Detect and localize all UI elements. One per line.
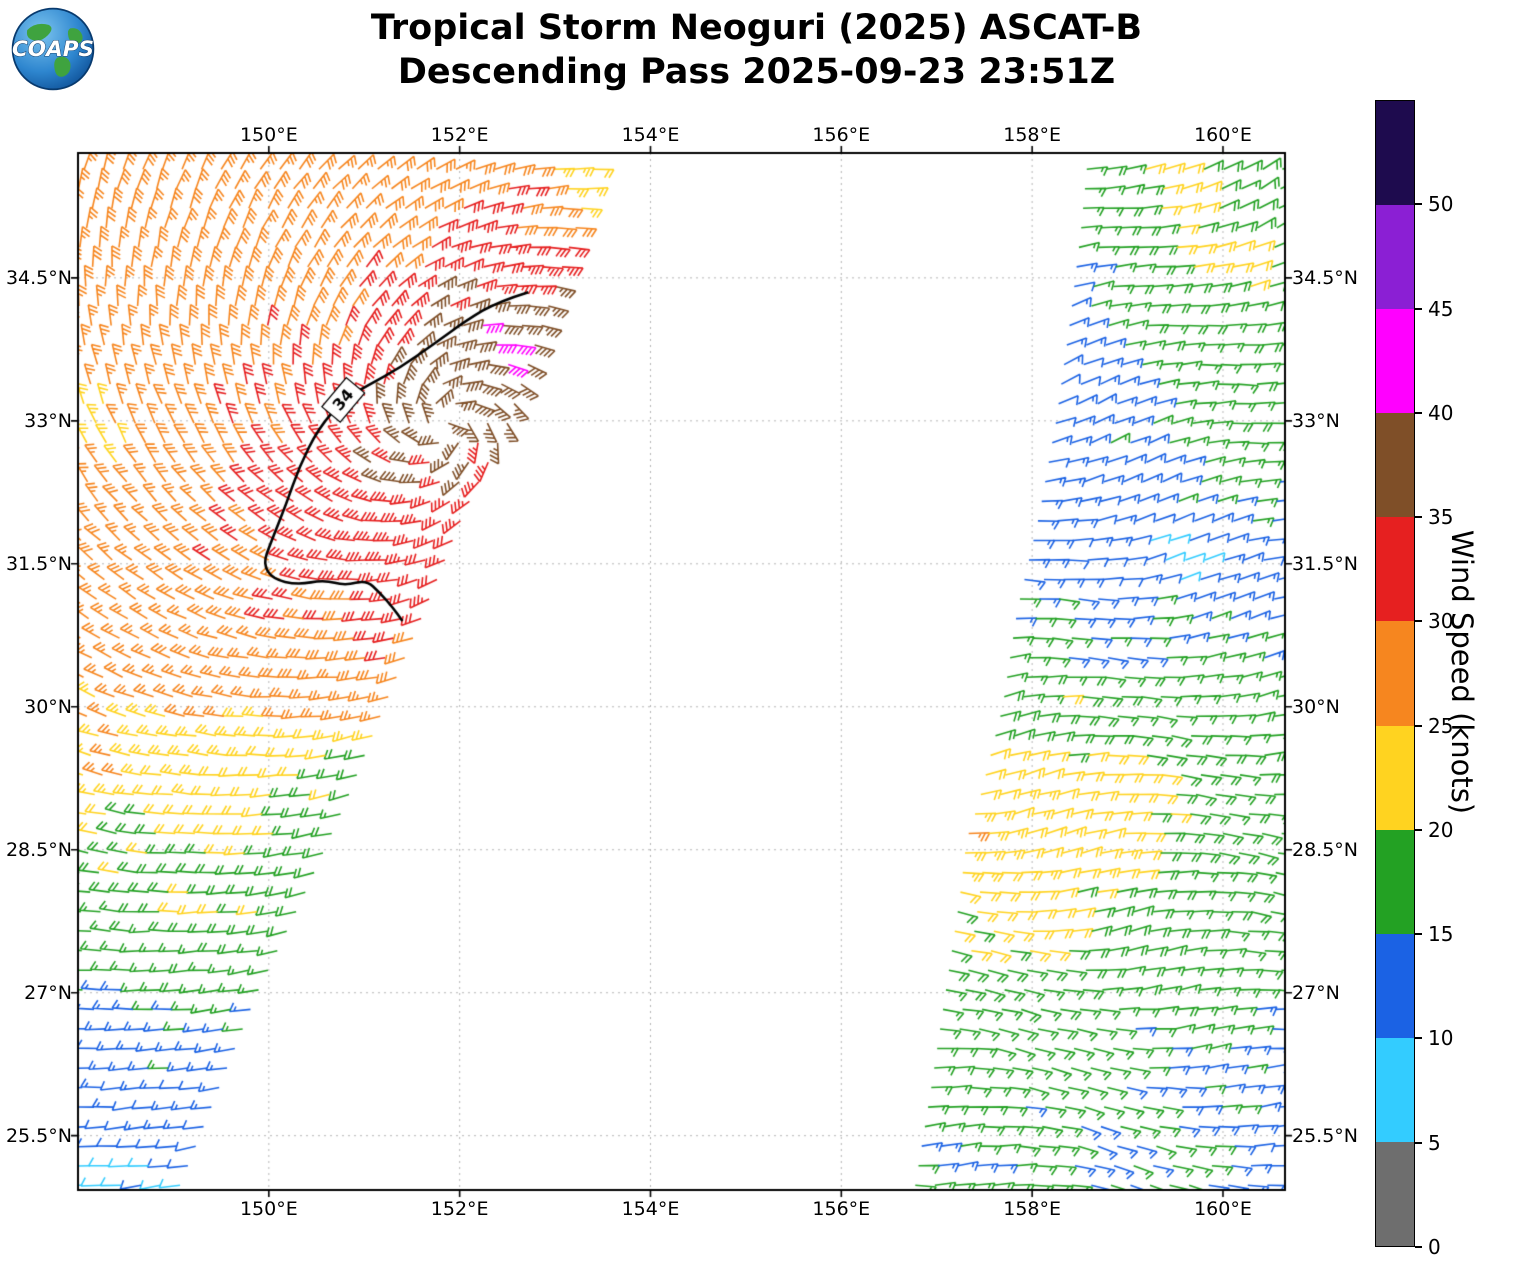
colorbar-tick-mark (1415, 1037, 1422, 1040)
y-tick-label-right: 25.5°N (1292, 1124, 1359, 1147)
y-tick-label-left: 34.5°N (5, 266, 72, 289)
colorbar-tick-label: 35 (1428, 505, 1454, 530)
y-tick-label-left: 25.5°N (5, 1124, 72, 1147)
x-tick-label-top: 150°E (239, 124, 298, 146)
colorbar-tick-label: 45 (1428, 296, 1454, 321)
colorbar (1375, 100, 1415, 1247)
colorbar-segment (1376, 725, 1414, 830)
colorbar-segment (1376, 309, 1414, 414)
x-tick-label-top: 158°E (1003, 124, 1062, 146)
colorbar-tick-mark (1415, 724, 1422, 727)
y-tick-label-left: 31.5°N (5, 552, 72, 575)
x-tick-label-bottom: 154°E (621, 1198, 680, 1220)
colorbar-segment (1376, 1037, 1414, 1142)
colorbar-segment (1376, 933, 1414, 1038)
colorbar-segment (1376, 1141, 1414, 1246)
y-tick-label-left: 27°N (24, 981, 72, 1004)
x-tick-label-bottom: 156°E (812, 1198, 871, 1220)
x-tick-label-bottom: 150°E (239, 1198, 298, 1220)
colorbar-tick-mark (1415, 828, 1422, 831)
colorbar-tick-label: 10 (1428, 1026, 1454, 1051)
colorbar-tick-label: 30 (1428, 609, 1454, 634)
colorbar-tick-mark (1415, 1141, 1422, 1144)
x-tick-label-bottom: 160°E (1194, 1198, 1252, 1220)
colorbar-tick-label: 20 (1428, 817, 1454, 842)
x-tick-label-top: 160°E (1194, 124, 1252, 146)
colorbar-tick-label: 40 (1428, 400, 1454, 425)
y-tick-label-right: 28.5°N (1292, 838, 1359, 861)
colorbar-segment (1376, 621, 1414, 726)
colorbar-segment (1376, 517, 1414, 622)
colorbar-segment (1376, 413, 1414, 518)
y-tick-label-left: 30°N (24, 695, 72, 718)
colorbar-tick-mark (1415, 1246, 1422, 1248)
colorbar-tick-mark (1415, 620, 1422, 623)
y-tick-label-right: 31.5°N (1292, 552, 1359, 575)
colorbar-tick-label: 50 (1428, 192, 1454, 217)
colorbar-tick-label: 15 (1428, 922, 1454, 947)
colorbar-tick-mark (1415, 516, 1422, 519)
colorbar-segment (1376, 205, 1414, 310)
colorbar-segment (1376, 100, 1414, 206)
y-tick-label-left: 28.5°N (5, 838, 72, 861)
x-tick-label-top: 152°E (430, 124, 489, 146)
colorbar-tick-mark (1415, 411, 1422, 414)
y-tick-label-left: 33°N (24, 409, 72, 432)
y-tick-label-right: 27°N (1292, 981, 1340, 1004)
y-tick-label-right: 33°N (1292, 409, 1340, 432)
y-tick-label-right: 30°N (1292, 695, 1340, 718)
colorbar-tick-label: 0 (1428, 1235, 1441, 1259)
x-tick-label-top: 156°E (812, 124, 871, 146)
colorbar-tick-mark (1415, 203, 1422, 206)
y-tick-label-right: 34.5°N (1292, 266, 1359, 289)
x-tick-label-bottom: 152°E (430, 1198, 489, 1220)
x-tick-label-top: 154°E (621, 124, 680, 146)
colorbar-segment (1376, 829, 1414, 934)
x-tick-label-bottom: 158°E (1003, 1198, 1062, 1220)
colorbar-tick-label: 25 (1428, 713, 1454, 738)
colorbar-tick-label: 5 (1428, 1130, 1441, 1155)
colorbar-tick-mark (1415, 933, 1422, 936)
colorbar-label: Wind Speed (knots) (1445, 529, 1479, 815)
colorbar-tick-mark (1415, 307, 1422, 310)
